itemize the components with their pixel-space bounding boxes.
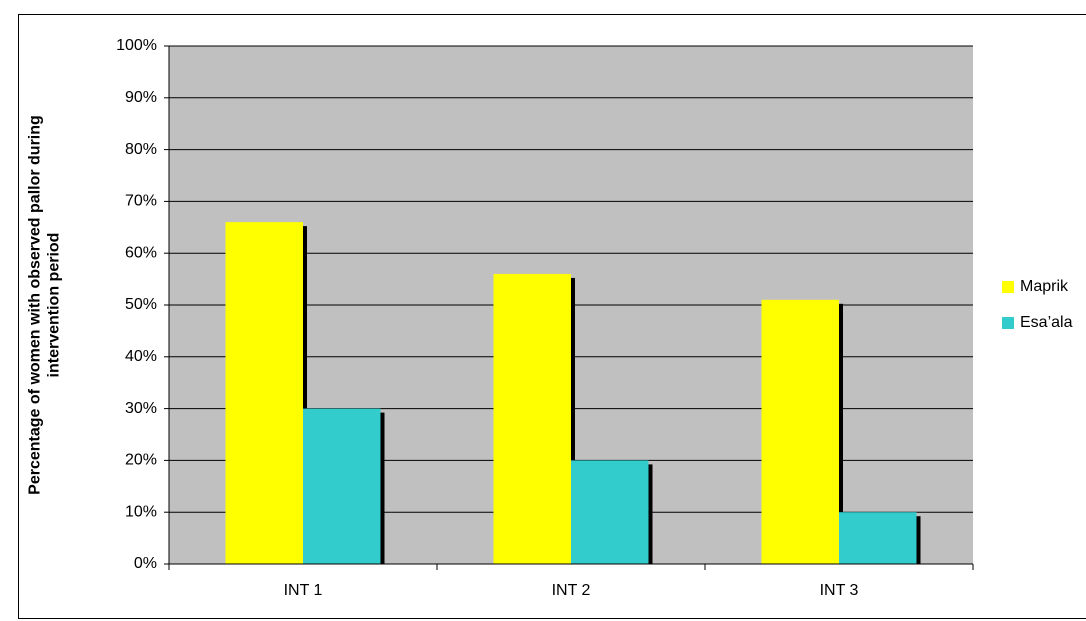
y-axis-label: intervention period <box>46 233 63 378</box>
legend-swatch <box>1002 281 1014 293</box>
y-tick-label: 40% <box>125 348 157 365</box>
bar <box>303 408 381 564</box>
bar <box>761 299 839 564</box>
y-tick-label: 10% <box>125 503 157 520</box>
x-tick-label: INT 2 <box>552 582 591 599</box>
bar-shadow <box>571 277 575 564</box>
x-tick-label: INT 3 <box>820 582 859 599</box>
bar-shadow <box>380 412 385 564</box>
bar-shadow <box>839 303 843 564</box>
bar-shadow <box>303 226 307 564</box>
bar <box>571 460 649 564</box>
y-tick-label: 100% <box>116 37 157 54</box>
legend-swatch <box>1002 317 1014 329</box>
y-tick-label: 70% <box>125 193 157 210</box>
y-tick-label: 80% <box>125 141 157 158</box>
legend-label: Maprik <box>1020 278 1069 295</box>
y-tick-label: 20% <box>125 452 157 469</box>
x-tick-label: INT 1 <box>284 582 323 599</box>
y-tick-label: 90% <box>125 89 157 106</box>
y-axis-label: Percentage of women with observed pallor… <box>27 115 44 495</box>
bar <box>225 222 303 564</box>
y-tick-label: 50% <box>125 296 157 313</box>
bar <box>839 512 917 564</box>
bar <box>493 273 571 564</box>
y-tick-label: 60% <box>125 244 157 261</box>
bar-shadow <box>916 516 921 564</box>
y-tick-label: 30% <box>125 400 157 417</box>
bar-shadow <box>648 464 653 564</box>
legend-label: Esa’ala <box>1020 314 1073 331</box>
y-tick-label: 0% <box>134 555 157 572</box>
